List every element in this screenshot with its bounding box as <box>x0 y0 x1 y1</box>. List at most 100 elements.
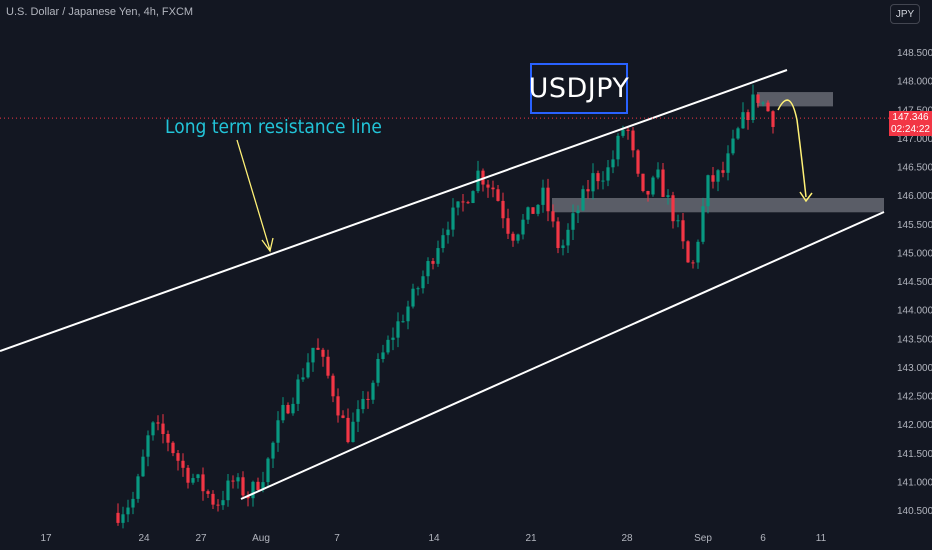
candle-body <box>536 204 540 214</box>
price-tick-label: 141.000 <box>897 477 932 488</box>
last-price-value: 147.346 <box>892 112 929 123</box>
candle-body <box>646 191 650 195</box>
candle-body <box>411 288 415 307</box>
candle-body <box>771 111 775 127</box>
candle-body <box>531 207 535 214</box>
price-tick-label: 143.500 <box>897 334 932 345</box>
candle-body <box>436 248 440 264</box>
candle-body <box>761 102 765 104</box>
candle-body <box>556 221 560 248</box>
date-tick-label: 7 <box>334 533 340 544</box>
candle-body <box>371 382 375 400</box>
symbol-title[interactable]: U.S. Dollar / Japanese Yen, 4h, FXCM <box>6 6 194 18</box>
candle-body <box>691 262 695 264</box>
candle-body <box>651 177 655 195</box>
candle-body <box>576 210 580 214</box>
date-axis[interactable]: 17 24 27 Aug 7 14 21 28 Sep 6 11 <box>40 533 826 544</box>
date-tick-label: 17 <box>40 533 52 544</box>
candle-body <box>211 493 215 505</box>
candle-body <box>746 112 750 120</box>
candle-body <box>656 169 660 178</box>
candle-body <box>581 189 585 211</box>
candle-body <box>726 153 730 173</box>
date-tick-label: 27 <box>195 533 207 544</box>
candle-body <box>311 347 315 363</box>
last-price-label: 147.346 02:24:22 <box>889 111 932 136</box>
candle-body <box>396 321 400 338</box>
candle-body <box>201 474 205 492</box>
candle-body <box>756 94 760 103</box>
candle-body <box>261 482 265 490</box>
date-tick-label: 21 <box>525 533 537 544</box>
upper-trendline <box>0 69 788 352</box>
candle-body <box>126 507 130 515</box>
candle-body <box>181 460 185 468</box>
candle-body <box>186 467 190 483</box>
candle-body <box>276 420 280 443</box>
candle-body <box>636 150 640 174</box>
candle-body <box>631 130 635 151</box>
candle-body <box>326 356 330 376</box>
price-axis[interactable]: 148.500 148.000 147.500 147.000 146.500 146.0… <box>897 48 932 517</box>
candle-body <box>156 422 160 424</box>
candle-body <box>331 375 335 397</box>
candle-body <box>486 184 490 188</box>
candle-body <box>426 261 430 277</box>
candle-body <box>491 187 495 190</box>
candle-body <box>696 241 700 263</box>
candle-body <box>176 453 180 461</box>
price-tick-label: 146.500 <box>897 163 932 174</box>
price-tick-label: 142.000 <box>897 420 932 431</box>
price-tick-label: 143.000 <box>897 363 932 374</box>
date-tick-label: 6 <box>760 533 766 544</box>
drawings-layer <box>0 69 889 500</box>
candle-body <box>441 235 445 249</box>
price-tick-label: 144.500 <box>897 277 932 288</box>
candle-body <box>496 189 500 201</box>
candle-body <box>151 422 155 436</box>
candle-body <box>551 211 555 222</box>
candle-body <box>566 229 570 246</box>
projection-arrow-head <box>799 191 813 203</box>
candle-body <box>361 398 365 410</box>
note-arrow-head <box>261 237 274 253</box>
candle-body <box>406 306 410 322</box>
candle-body <box>446 229 450 236</box>
candle-body <box>456 201 460 208</box>
symbol-badge: USDJPY <box>529 63 629 114</box>
date-tick-label: Aug <box>252 533 270 544</box>
candle-body <box>716 170 720 182</box>
candle-body <box>461 201 465 203</box>
support-zone <box>552 197 884 213</box>
candle-body <box>511 233 515 241</box>
price-tick-label: 144.000 <box>897 306 932 317</box>
date-tick-label: 28 <box>621 533 633 544</box>
candle-body <box>741 112 745 129</box>
candle-body <box>541 187 545 205</box>
candle-body <box>731 138 735 154</box>
candle-body <box>596 173 600 182</box>
candle-body <box>501 200 505 219</box>
candle-body <box>561 245 565 248</box>
candle-body <box>266 458 270 483</box>
price-tick-label: 147.500 <box>897 105 932 116</box>
price-tick-label: 142.500 <box>897 392 932 403</box>
candle-body <box>221 500 225 506</box>
candle-body <box>236 477 240 482</box>
candle-body <box>131 498 135 508</box>
price-tick-label: 147.000 <box>897 134 932 145</box>
candle-body <box>316 347 320 350</box>
candle-body <box>196 474 200 479</box>
candle-body <box>591 173 595 192</box>
currency-button[interactable]: JPY <box>890 4 920 24</box>
price-tick-label: 141.500 <box>897 449 932 460</box>
candle-body <box>601 180 605 182</box>
candle-body <box>256 481 260 490</box>
note-arrow-line <box>236 139 271 251</box>
candle-body <box>421 276 425 289</box>
candle-body <box>401 321 405 323</box>
candle-body <box>701 206 705 242</box>
candle-body <box>466 202 470 204</box>
